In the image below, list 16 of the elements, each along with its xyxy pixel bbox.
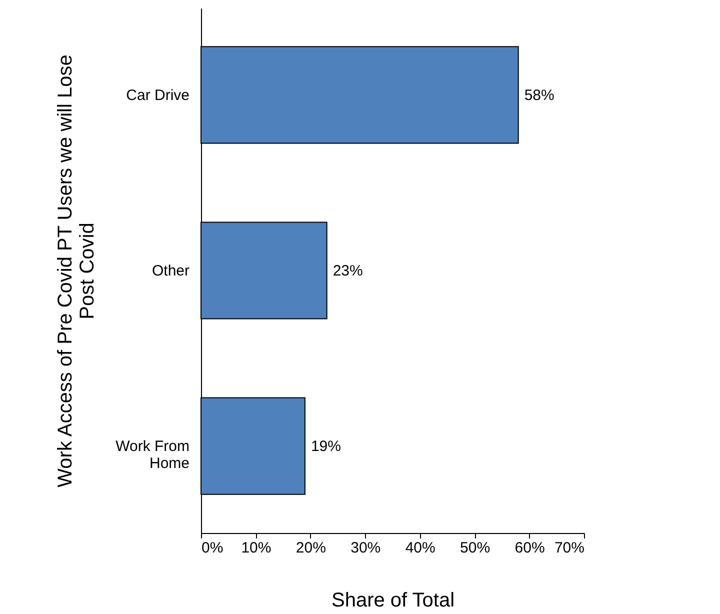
x-tick-label: 10%: [241, 540, 272, 556]
x-axis-title: Share of Total: [331, 590, 455, 612]
y-tick-label: Work From Home: [116, 438, 190, 472]
data-label: 19%: [310, 438, 341, 456]
x-tick-label: 70%: [554, 540, 584, 556]
x-tick-label: 30%: [350, 540, 381, 556]
y-tick-label: Other: [152, 262, 190, 280]
data-label: 23%: [332, 262, 363, 280]
data-label: 58%: [524, 86, 554, 104]
x-tick-label: 20%: [296, 540, 326, 556]
y-axis-title: Work Access of Pre Covid PT Users we will Lose Post Covid: [54, 54, 99, 488]
x-tick-label: 40%: [405, 540, 436, 556]
x-tick-label: 0%: [202, 540, 224, 556]
x-tick-label: 60%: [514, 540, 545, 556]
y-tick-label: Car Drive: [126, 86, 190, 104]
x-tick-label: 50%: [460, 540, 490, 556]
